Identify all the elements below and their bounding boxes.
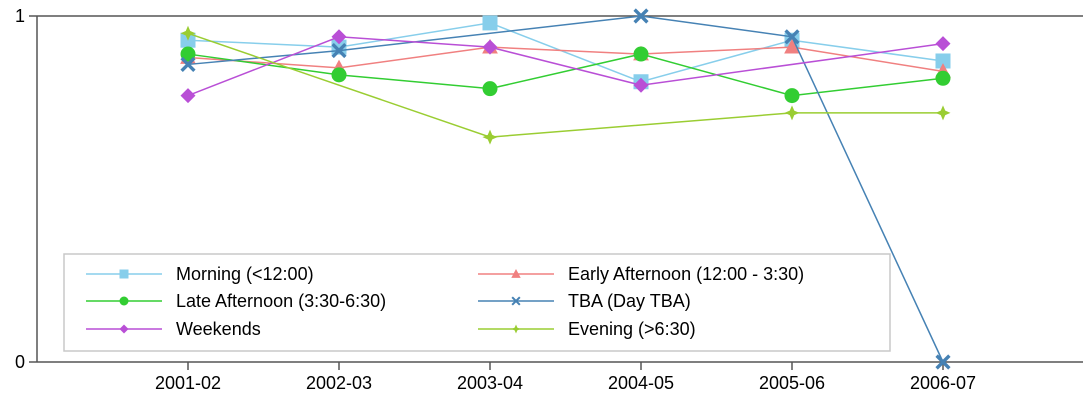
data-point <box>331 67 347 83</box>
legend-swatch-marker <box>511 296 521 306</box>
data-point <box>482 81 498 97</box>
legend-label: Evening (>6:30) <box>568 319 696 339</box>
data-point <box>180 25 196 41</box>
series-line <box>187 53 944 97</box>
y-axis-ticks: 01 <box>15 6 37 372</box>
data-point <box>180 56 196 73</box>
legend-box <box>63 253 891 352</box>
plot-area <box>36 15 1083 363</box>
data-point <box>331 43 347 59</box>
x-tick-label: 2004-05 <box>608 373 674 393</box>
data-point <box>935 354 951 370</box>
data-point <box>633 77 649 93</box>
data-point <box>180 46 196 62</box>
x-tick-label: 2002-03 <box>306 373 372 393</box>
series-0 <box>180 15 951 90</box>
x-tick-label: 2006-07 <box>910 373 976 393</box>
legend-item: Weekends <box>86 319 261 339</box>
data-point <box>935 105 951 121</box>
data-point <box>935 36 951 52</box>
legend-item: TBA (Day TBA) <box>478 291 691 311</box>
series-5 <box>180 25 951 145</box>
data-point <box>935 70 951 86</box>
x-tick-label: 2005-06 <box>759 373 825 393</box>
legend-item: Late Afternoon (3:30-6:30) <box>86 291 386 311</box>
legend-label: Late Afternoon (3:30-6:30) <box>176 291 386 311</box>
data-point <box>935 53 951 69</box>
legend-swatch-marker <box>511 269 521 278</box>
legend-swatch-marker <box>119 269 129 279</box>
y-tick-label: 0 <box>15 352 25 372</box>
legend-label: TBA (Day TBA) <box>568 291 691 311</box>
x-tick-label: 2003-04 <box>457 373 523 393</box>
data-point <box>331 29 347 45</box>
data-point <box>784 29 800 45</box>
x-tick-label: 2001-02 <box>155 373 221 393</box>
legend-item: Evening (>6:30) <box>478 319 696 339</box>
series-layer <box>180 8 951 370</box>
legend-label: Early Afternoon (12:00 - 3:30) <box>568 264 804 284</box>
series-line <box>187 32 943 138</box>
x-axis-ticks: 2001-02 2002-03 2003-04 2004-05 2005-06 2006-… <box>155 362 976 393</box>
legend-label: Weekends <box>176 319 261 339</box>
series-4 <box>180 29 951 104</box>
series-line <box>187 46 944 73</box>
series-3 <box>180 8 951 370</box>
data-point <box>633 46 649 62</box>
legend-swatch-marker <box>119 324 129 334</box>
legend-label: Morning (<12:00) <box>176 264 314 284</box>
data-point <box>482 15 498 31</box>
legend-swatch-marker <box>119 296 129 306</box>
legend-swatch-marker <box>511 324 521 334</box>
data-point <box>784 38 800 54</box>
legend-item: Morning (<12:00) <box>86 264 314 284</box>
legend-item: Early Afternoon (12:00 - 3:30) <box>478 264 804 284</box>
data-point <box>482 129 498 145</box>
y-tick-label: 1 <box>15 6 25 26</box>
data-point <box>784 88 800 104</box>
legend: Morning (<12:00) Early Afternoon (12:00 -… <box>63 253 891 352</box>
data-point <box>482 39 498 55</box>
data-point <box>633 8 649 24</box>
data-point <box>180 88 196 104</box>
data-point <box>784 105 800 121</box>
